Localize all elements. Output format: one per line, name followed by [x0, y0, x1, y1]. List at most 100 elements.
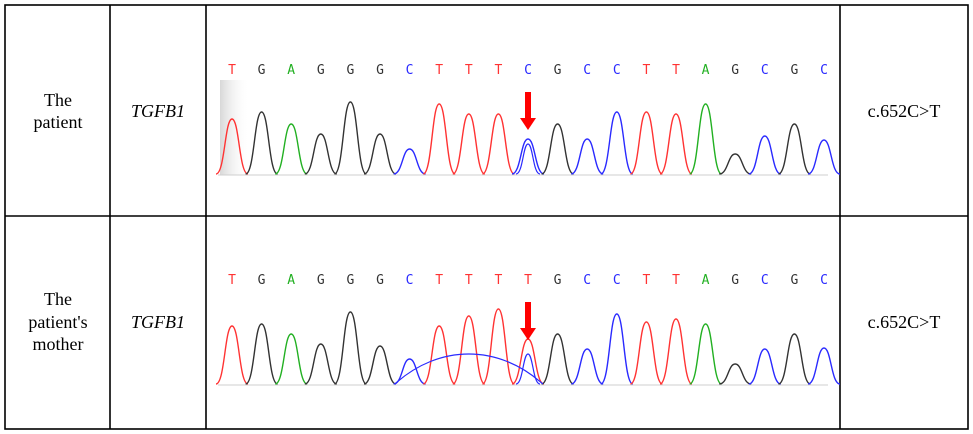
trace-peak: [481, 308, 516, 385]
base-call-label: T: [465, 273, 473, 288]
trace-peak: [659, 318, 693, 385]
base-call-label: G: [376, 63, 384, 78]
sample-line: The: [44, 89, 72, 110]
trace-peak: [778, 123, 811, 175]
base-call-label: G: [790, 63, 798, 78]
base-call-label: G: [346, 63, 354, 78]
base-call-label: T: [228, 273, 236, 288]
sample-line: patient: [33, 112, 83, 132]
base-call-label: G: [346, 273, 354, 288]
trace-peak: [274, 333, 308, 385]
trace-peak: [244, 111, 279, 175]
trace-peak: [807, 347, 841, 385]
trace-peak: [511, 338, 545, 385]
base-call-label: C: [761, 273, 769, 288]
base-call-label: C: [583, 273, 591, 288]
base-call-label: T: [672, 273, 680, 288]
variant-arrow-shaft: [525, 92, 531, 120]
trace-peak: [719, 363, 752, 385]
base-call-label: T: [524, 273, 532, 288]
trace-peak: [452, 113, 486, 175]
trace-peak: [570, 138, 604, 175]
trace-peak: [422, 325, 456, 385]
background-trace: [394, 353, 544, 385]
base-call-label: T: [435, 63, 443, 78]
base-call-label: C: [820, 273, 828, 288]
trace-fade-patient: [220, 80, 250, 175]
trace-peak: [304, 133, 338, 175]
base-call-label: G: [376, 273, 384, 288]
base-call-label: C: [613, 273, 621, 288]
trace-peak: [215, 325, 249, 385]
base-call-label: A: [287, 273, 295, 288]
base-call-label: C: [613, 63, 621, 78]
base-call-label: T: [465, 63, 473, 78]
base-call-label: A: [702, 63, 710, 78]
trace-peak: [688, 323, 723, 385]
gene-cell-patient: TGFB1: [131, 100, 185, 121]
base-call-label: A: [287, 63, 295, 78]
trace-peak: [570, 348, 604, 385]
trace-peak: [748, 135, 782, 175]
trace-peak: [452, 315, 486, 385]
base-call-label: A: [702, 273, 710, 288]
base-call-label: G: [790, 273, 798, 288]
trace-peak: [659, 113, 693, 175]
base-call-label: T: [642, 273, 650, 288]
secondary-peak: [515, 143, 541, 175]
base-call-label: C: [406, 273, 414, 288]
base-call-label: T: [435, 273, 443, 288]
sample-cell-patient: The patient: [6, 6, 110, 216]
trace-peak: [600, 313, 634, 385]
base-call-label: C: [761, 63, 769, 78]
variant-cell-patient: c.652C>T: [867, 100, 941, 121]
table-borders: [4, 4, 969, 430]
trace-peak: [688, 103, 723, 175]
trace-peak: [422, 103, 456, 175]
base-call-label: G: [731, 273, 739, 288]
trace-peak: [333, 311, 368, 385]
trace-peak: [629, 321, 664, 385]
base-call-label: C: [524, 63, 532, 78]
sample-cell-mother: The patient's mother: [6, 216, 110, 428]
trace-peak: [244, 323, 279, 385]
base-call-label: G: [258, 273, 266, 288]
base-call-label: T: [494, 63, 502, 78]
base-call-label: C: [583, 63, 591, 78]
base-call-label: T: [494, 273, 502, 288]
trace-peak: [333, 101, 368, 175]
base-call-label: G: [317, 273, 325, 288]
trace-peak: [393, 358, 426, 385]
sample-line: patient's: [28, 311, 88, 332]
trace-peak: [629, 111, 664, 175]
trace-peak: [215, 118, 249, 175]
sample-line: The: [44, 289, 72, 310]
trace-peak: [511, 138, 545, 175]
trace-peak: [600, 111, 634, 175]
variant-arrow-head: [520, 328, 536, 340]
variant-arrow-shaft: [525, 302, 531, 330]
base-call-label: G: [554, 63, 562, 78]
trace-peak: [541, 333, 574, 385]
trace-peak: [748, 348, 782, 385]
base-call-label: G: [731, 63, 739, 78]
sample-line: mother: [32, 334, 84, 355]
base-call-label: T: [228, 63, 236, 78]
variant-cell-mother: c.652C>T: [867, 311, 941, 332]
trace-peak: [778, 333, 811, 385]
base-call-label: C: [406, 63, 414, 78]
trace-peak: [393, 148, 426, 175]
trace-peak: [541, 123, 574, 175]
trace-peak: [363, 133, 397, 175]
trace-peak: [807, 139, 841, 175]
trace-peak: [304, 343, 338, 385]
base-call-label: G: [258, 63, 266, 78]
trace-peak: [719, 153, 752, 175]
base-call-label: C: [820, 63, 828, 78]
base-call-label: T: [642, 63, 650, 78]
base-call-label: T: [672, 63, 680, 78]
